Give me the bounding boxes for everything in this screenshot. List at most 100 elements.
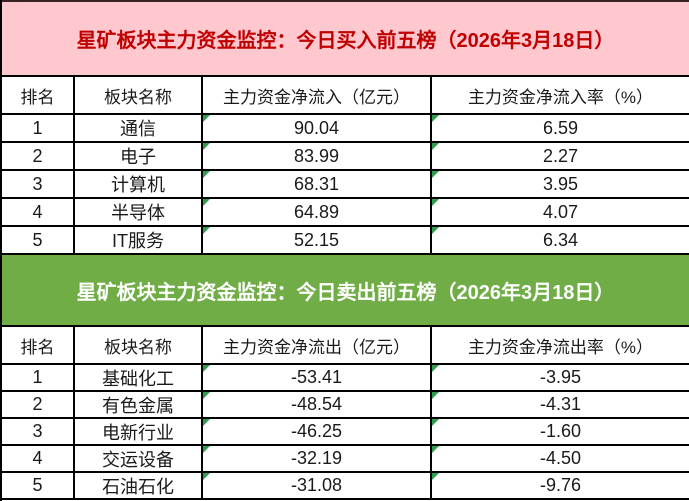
value-cell: -32.19 <box>203 446 432 473</box>
rank-cell: 2 <box>2 143 75 171</box>
cell-flag-icon <box>432 392 439 399</box>
cell-flag-icon <box>203 419 210 426</box>
sector-cell: IT服务 <box>75 227 203 255</box>
column-header-net-outflow: 主力资金净流出（亿元） <box>203 327 432 365</box>
cell-flag-icon <box>432 365 439 372</box>
rank-cell: 3 <box>2 171 75 199</box>
value-cell: -31.08 <box>203 473 432 500</box>
value-cell: 68.31 <box>203 171 432 199</box>
rate-cell: 6.34 <box>432 227 689 255</box>
table-row: 4 半导体 64.89 4.07 <box>2 199 689 227</box>
column-header-rank: 排名 <box>2 77 75 115</box>
rate-text: 3.95 <box>542 173 579 194</box>
value-cell: 83.99 <box>203 143 432 171</box>
rank-cell: 3 <box>2 419 75 446</box>
cell-flag-icon <box>203 143 210 150</box>
rank-cell: 4 <box>2 199 75 227</box>
rate-text: -4.31 <box>539 394 582 414</box>
column-header-net-inflow-rate: 主力资金净流入率（%） <box>432 77 689 115</box>
rate-text: -4.50 <box>539 448 582 468</box>
sector-cell: 交运设备 <box>75 446 203 473</box>
sell-table-title: 星矿板块主力资金监控：今日卖出前五榜（2026年3月18日） <box>76 281 615 304</box>
cell-flag-icon <box>432 143 439 150</box>
cell-flag-icon <box>203 365 210 372</box>
table-row: 3 计算机 68.31 3.95 <box>2 171 689 199</box>
value-text: 68.31 <box>293 173 340 194</box>
sell-table-header-row: 排名 板块名称 主力资金净流出（亿元） 主力资金净流出率（%） <box>2 327 689 365</box>
value-cell: -48.54 <box>203 392 432 419</box>
rate-text: 2.27 <box>542 145 579 166</box>
rank-cell: 1 <box>2 115 75 143</box>
buy-table-title: 星矿板块主力资金监控：今日买入前五榜（2026年3月18日） <box>76 30 615 52</box>
column-header-sector: 板块名称 <box>75 77 203 115</box>
rank-cell: 5 <box>2 227 75 255</box>
rate-cell: 3.95 <box>432 171 689 199</box>
table-row: 1 基础化工 -53.41 -3.95 <box>2 365 689 392</box>
sector-cell: 计算机 <box>75 171 203 199</box>
table-row: 2 电子 83.99 2.27 <box>2 143 689 171</box>
value-text: -53.41 <box>290 367 343 387</box>
value-cell: -46.25 <box>203 419 432 446</box>
cell-flag-icon <box>203 446 210 453</box>
value-text: 52.15 <box>293 229 340 250</box>
sell-table-title-banner: 星矿板块主力资金监控：今日卖出前五榜（2026年3月18日） <box>2 255 689 327</box>
value-cell: 52.15 <box>203 227 432 255</box>
rate-cell: -4.31 <box>432 392 689 419</box>
value-text: -48.54 <box>290 394 343 414</box>
value-text: -31.08 <box>290 475 343 495</box>
rank-cell: 2 <box>2 392 75 419</box>
rank-cell: 1 <box>2 365 75 392</box>
cell-flag-icon <box>203 115 210 122</box>
cell-flag-icon <box>203 392 210 399</box>
cell-flag-icon <box>432 446 439 453</box>
table-row: 5 IT服务 52.15 6.34 <box>2 227 689 255</box>
rate-text: 6.34 <box>542 229 579 250</box>
column-header-net-outflow-rate: 主力资金净流出率（%） <box>432 327 689 365</box>
cell-flag-icon <box>203 199 210 206</box>
value-text: -46.25 <box>290 421 343 441</box>
rate-cell: -9.76 <box>432 473 689 500</box>
rate-cell: 2.27 <box>432 143 689 171</box>
value-text: 90.04 <box>293 117 340 138</box>
rank-cell: 5 <box>2 473 75 500</box>
rate-text: -3.95 <box>539 367 582 387</box>
table-row: 5 石油石化 -31.08 -9.76 <box>2 473 689 500</box>
column-header-sector: 板块名称 <box>75 327 203 365</box>
cell-flag-icon <box>432 419 439 426</box>
table-row: 3 电新行业 -46.25 -1.60 <box>2 419 689 446</box>
sector-cell: 通信 <box>75 115 203 143</box>
value-text: 64.89 <box>293 201 340 222</box>
rate-text: 6.59 <box>542 117 579 138</box>
cell-flag-icon <box>203 227 210 234</box>
table-row: 2 有色金属 -48.54 -4.31 <box>2 392 689 419</box>
sector-cell: 有色金属 <box>75 392 203 419</box>
sector-cell: 电子 <box>75 143 203 171</box>
rate-cell: 4.07 <box>432 199 689 227</box>
table-row: 4 交运设备 -32.19 -4.50 <box>2 446 689 473</box>
value-cell: 64.89 <box>203 199 432 227</box>
column-header-net-inflow: 主力资金净流入（亿元） <box>203 77 432 115</box>
rate-text: -1.60 <box>539 421 582 441</box>
value-text: -32.19 <box>290 448 343 468</box>
cell-flag-icon <box>432 199 439 206</box>
table-row: 1 通信 90.04 6.59 <box>2 115 689 143</box>
rate-cell: -1.60 <box>432 419 689 446</box>
sector-cell: 半导体 <box>75 199 203 227</box>
buy-table-title-banner: 星矿板块主力资金监控：今日买入前五榜（2026年3月18日） <box>2 0 689 77</box>
cell-flag-icon <box>432 473 439 480</box>
cell-flag-icon <box>432 171 439 178</box>
value-text: 83.99 <box>293 145 340 166</box>
cell-flag-icon <box>432 227 439 234</box>
rate-cell: 6.59 <box>432 115 689 143</box>
buy-table-header-row: 排名 板块名称 主力资金净流入（亿元） 主力资金净流入率（%） <box>2 77 689 115</box>
cell-flag-icon <box>432 115 439 122</box>
sector-cell: 石油石化 <box>75 473 203 500</box>
rate-cell: -4.50 <box>432 446 689 473</box>
column-header-rank: 排名 <box>2 327 75 365</box>
rate-cell: -3.95 <box>432 365 689 392</box>
cell-flag-icon <box>203 171 210 178</box>
sector-cell: 基础化工 <box>75 365 203 392</box>
sector-cell: 电新行业 <box>75 419 203 446</box>
value-cell: 90.04 <box>203 115 432 143</box>
